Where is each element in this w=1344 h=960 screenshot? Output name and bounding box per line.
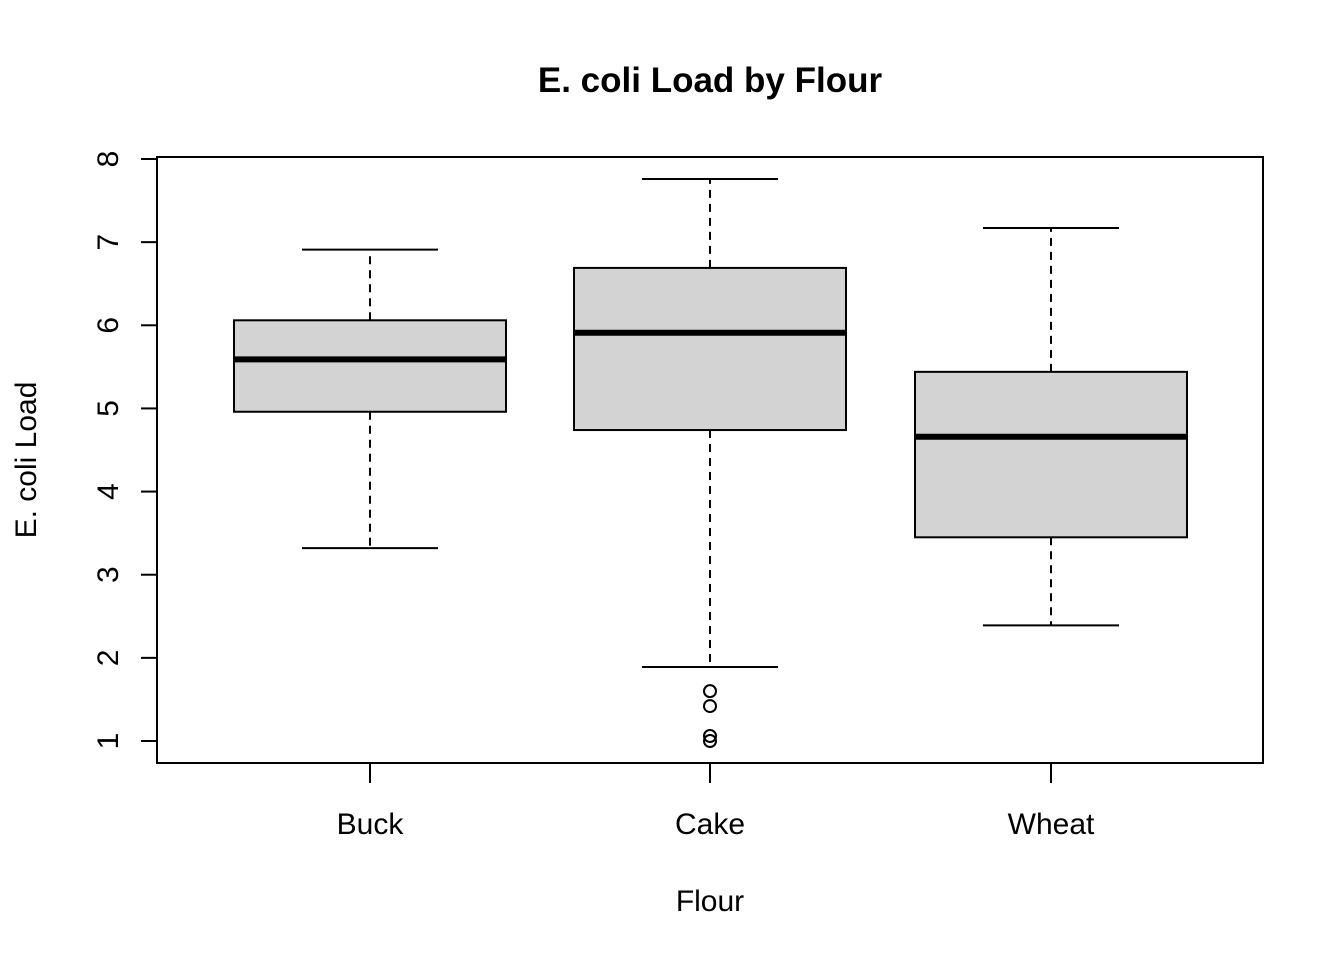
x-tick-label: Cake: [675, 808, 745, 841]
y-tick-label: 8: [92, 151, 125, 168]
y-axis: 1 2 3 4 5 6 7 8: [92, 151, 158, 750]
y-tick-label: 2: [92, 650, 125, 667]
y-tick-label: 6: [92, 317, 125, 334]
outlier-point: [703, 699, 717, 714]
x-tick-label: Buck: [337, 808, 405, 841]
x-axis: Buck Cake Wheat: [337, 763, 1095, 841]
iqr-box: [914, 370, 1188, 539]
outlier-point: [703, 729, 717, 744]
y-tick-label: 7: [92, 234, 125, 251]
outlier-point: [703, 734, 717, 748]
chart-title: E. coli Load by Flour: [538, 61, 883, 100]
boxes-layer: [233, 177, 1188, 748]
box-wheat: [914, 227, 1188, 627]
y-tick-label: 1: [92, 733, 125, 750]
iqr-box: [573, 266, 847, 432]
y-tick-label: 4: [92, 483, 125, 500]
y-tick-label: 5: [92, 400, 125, 417]
iqr-box: [233, 319, 507, 413]
x-tick-label: Wheat: [1008, 808, 1095, 841]
y-axis-label: E. coli Load: [10, 382, 43, 539]
x-axis-label: Flour: [676, 885, 744, 918]
outlier-point: [703, 684, 717, 699]
box-cake: [573, 177, 847, 748]
y-tick-label: 3: [92, 566, 125, 583]
box-buck: [233, 248, 507, 550]
